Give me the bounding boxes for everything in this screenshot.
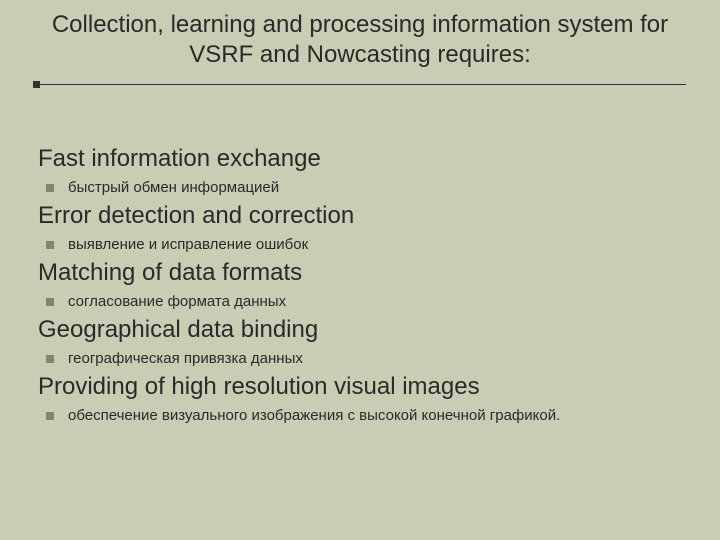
list-item: географическая привязка данных xyxy=(38,350,682,367)
list-item: согласование формата данных xyxy=(38,293,682,310)
bullet-text: выявление и исправление ошибок xyxy=(68,236,308,253)
bullet-text: географическая привязка данных xyxy=(68,350,303,367)
horizontal-rule xyxy=(34,84,686,85)
bullet-text: быстрый обмен информацией xyxy=(68,179,279,196)
section-heading: Matching of data formats xyxy=(38,259,682,287)
slide: Collection, learning and processing info… xyxy=(0,0,720,540)
section-heading: Error detection and correction xyxy=(38,202,682,230)
title-container: Collection, learning and processing info… xyxy=(0,0,720,84)
list-item: выявление и исправление ошибок xyxy=(38,236,682,253)
square-bullet-icon xyxy=(46,412,54,420)
bullet-text: обеспечение визуального изображения с вы… xyxy=(68,407,560,424)
square-bullet-icon xyxy=(46,241,54,249)
bullet-text: согласование формата данных xyxy=(68,293,286,310)
content-area: Fast information exchange быстрый обмен … xyxy=(0,85,720,424)
list-item: быстрый обмен информацией xyxy=(38,179,682,196)
square-bullet-icon xyxy=(46,355,54,363)
section-heading: Geographical data binding xyxy=(38,316,682,344)
square-bullet-icon xyxy=(46,298,54,306)
square-bullet-icon xyxy=(46,184,54,192)
slide-title: Collection, learning and processing info… xyxy=(38,10,682,70)
section-heading: Fast information exchange xyxy=(38,145,682,173)
section-heading: Providing of high resolution visual imag… xyxy=(38,373,682,401)
list-item: обеспечение визуального изображения с вы… xyxy=(38,407,682,424)
